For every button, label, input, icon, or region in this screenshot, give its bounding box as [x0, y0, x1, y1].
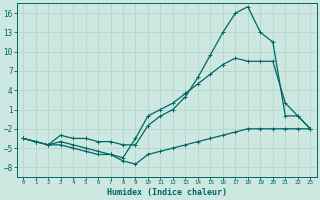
X-axis label: Humidex (Indice chaleur): Humidex (Indice chaleur) [107, 188, 227, 197]
